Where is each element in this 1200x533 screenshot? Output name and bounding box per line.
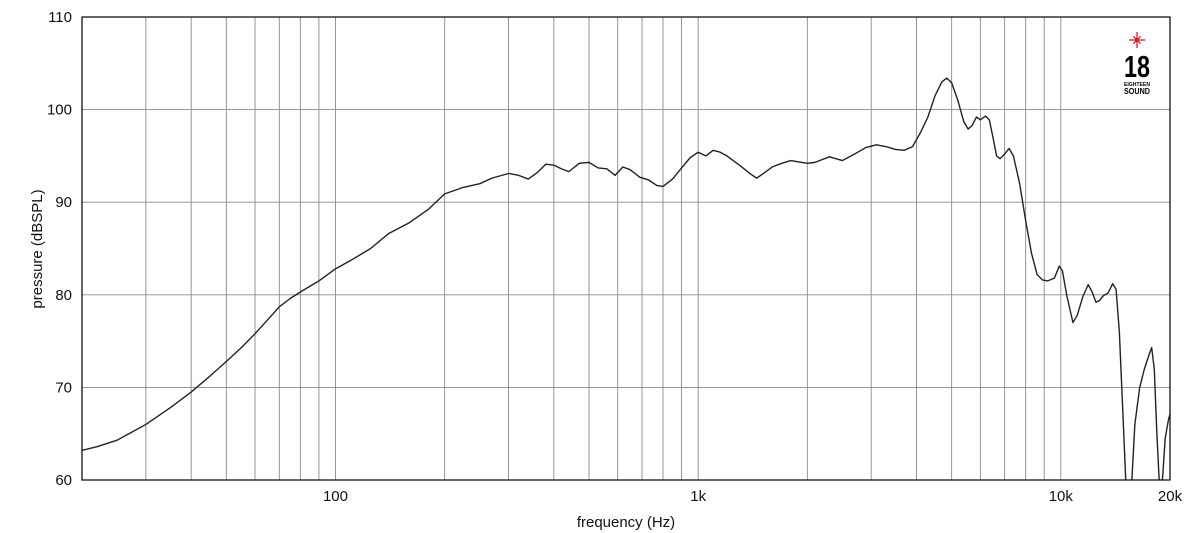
x-tick-label: 20k bbox=[1158, 488, 1183, 505]
y-tick-label: 90 bbox=[55, 194, 72, 211]
plot-frame bbox=[81, 16, 1171, 481]
logo-number: 18 bbox=[1124, 49, 1150, 84]
x-axis-label: frequency (Hz) bbox=[577, 514, 675, 531]
x-tick-label: 1k bbox=[690, 488, 706, 505]
series-line bbox=[82, 77, 1170, 480]
y-tick-label: 60 bbox=[55, 472, 72, 489]
y-axis-label: pressure (dBSPL) bbox=[29, 189, 46, 308]
logo-text-sound: SOUND bbox=[1124, 87, 1150, 96]
x-tick-label: 10k bbox=[1049, 488, 1074, 505]
plot-area bbox=[82, 77, 1170, 480]
x-tick-label: 100 bbox=[323, 488, 348, 505]
x-axis-ticks: 100 1k 10k 20k bbox=[323, 488, 1183, 505]
y-tick-label: 80 bbox=[55, 287, 72, 304]
y-tick-label: 100 bbox=[47, 102, 72, 119]
grid bbox=[82, 17, 1170, 480]
logo-text-eighteen: EIGHTEEN bbox=[1124, 82, 1150, 88]
brand-logo: 18 EIGHTEEN SOUND bbox=[1124, 32, 1150, 96]
y-tick-label: 110 bbox=[48, 9, 72, 26]
star-icon bbox=[1129, 32, 1145, 48]
y-tick-label: 70 bbox=[55, 379, 72, 396]
y-axis-ticks: 60 70 80 90 100 110 bbox=[47, 9, 72, 489]
